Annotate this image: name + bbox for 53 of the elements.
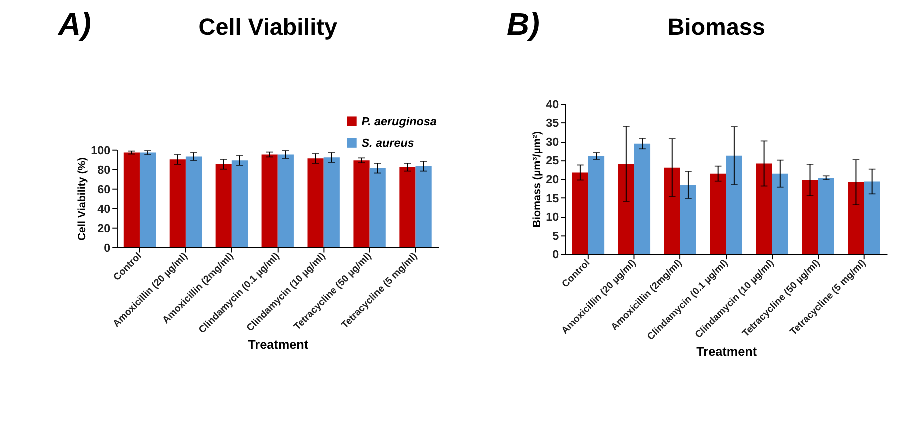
legend-label: P. aeruginosa	[362, 116, 438, 128]
y-tick-label: 40	[546, 98, 560, 112]
text: B)	[507, 6, 540, 42]
bar	[588, 156, 605, 254]
bar	[140, 152, 156, 248]
text: A)	[58, 6, 92, 42]
y-tick-label: 80	[98, 164, 112, 177]
bar	[572, 172, 588, 254]
x-axis-title: Treatment	[248, 338, 310, 352]
bar	[634, 144, 651, 254]
y-axis-title: Biomass (µm³/µm²)	[531, 131, 544, 228]
bar	[864, 182, 880, 254]
x-axis-title: Treatment	[696, 344, 758, 359]
chart-title: Cell Viability	[198, 14, 338, 40]
bar	[278, 154, 294, 248]
y-tick-label: 0	[552, 248, 560, 262]
legend-label: S. aureus	[362, 136, 415, 150]
y-tick-label: 10	[546, 211, 560, 224]
bar	[370, 168, 386, 248]
y-tick-label: 15	[546, 192, 560, 206]
bar	[726, 156, 742, 254]
y-axis-title: Cell Viability (%)	[76, 157, 88, 241]
bar	[232, 160, 248, 248]
y-tick-label: 20	[546, 174, 560, 187]
y-tick-label: 100	[91, 144, 112, 158]
bar	[324, 158, 340, 248]
y-tick-label: 30	[546, 136, 560, 149]
y-tick-label: 25	[546, 154, 560, 168]
y-tick-label: 20	[98, 222, 112, 236]
bar	[124, 152, 140, 248]
bar	[710, 174, 726, 254]
y-tick-label: 40	[98, 202, 112, 216]
bar	[416, 166, 432, 248]
bar	[756, 164, 772, 254]
y-tick-label: 60	[98, 183, 112, 196]
bar	[618, 164, 634, 254]
bar	[818, 178, 834, 254]
bar	[848, 182, 864, 254]
bar	[772, 174, 788, 254]
bar	[308, 158, 324, 248]
bar	[400, 167, 416, 248]
bar	[216, 164, 232, 248]
chart-title: Biomass	[668, 14, 766, 40]
y-tick-label: 5	[552, 230, 560, 243]
y-tick-label: 35	[546, 117, 560, 130]
y-tick-label: 0	[104, 242, 112, 255]
bar	[680, 185, 696, 254]
bar	[186, 156, 202, 248]
bar	[262, 154, 278, 248]
bar	[354, 160, 370, 248]
bar	[664, 168, 680, 254]
bar	[802, 180, 818, 254]
bar	[170, 160, 186, 248]
